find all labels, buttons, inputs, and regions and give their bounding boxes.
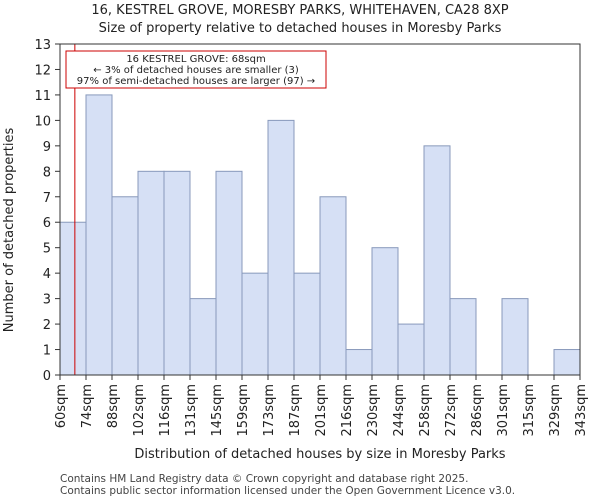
y-tick-label: 12 <box>34 63 51 78</box>
x-tick-label: 301sqm <box>496 384 511 437</box>
y-axis-label: Number of detached properties <box>2 128 17 333</box>
y-tick-label: 1 <box>43 344 51 359</box>
y-tick-label: 7 <box>43 191 51 206</box>
bars-group <box>59 94 581 376</box>
y-tick-label: 4 <box>43 267 51 282</box>
bar-230sqm <box>371 247 399 376</box>
annotation-line3: 97% of semi-detached houses are larger (… <box>77 76 315 87</box>
plot-frame <box>59 43 581 376</box>
bar-145sqm <box>215 170 243 376</box>
y-tick-label: 6 <box>43 216 51 231</box>
footer-line1: Contains HM Land Registry data © Crown c… <box>60 473 468 485</box>
footer-line2: Contains public sector information licen… <box>60 485 515 497</box>
x-tick-label: 244sqm <box>392 384 407 437</box>
bar-272sqm <box>449 298 477 376</box>
x-tick-label: 74sqm <box>80 384 95 428</box>
bar-201sqm <box>319 196 347 376</box>
x-tick-label: 329sqm <box>548 384 563 437</box>
annotation-line2: ← 3% of detached houses are smaller (3) <box>93 65 299 76</box>
x-tick-label: 60sqm <box>54 384 69 428</box>
x-tick-label: 272sqm <box>444 384 459 437</box>
x-tick-label: 116sqm <box>158 384 173 437</box>
bar-216sqm <box>345 349 373 376</box>
x-tick-label: 201sqm <box>314 384 329 437</box>
bar-258sqm <box>423 145 451 376</box>
x-tick-label: 88sqm <box>106 384 121 428</box>
x-axis-ticks: 60sqm 74sqm 88sqm 102sqm 116sqm 131sqm 145sqm 1… <box>54 375 589 437</box>
chart-title-line2: Size of property relative to detached ho… <box>99 21 502 36</box>
y-tick-label: 11 <box>34 89 51 104</box>
bar-88sqm <box>111 196 139 376</box>
bar-116sqm <box>163 170 191 376</box>
annotation-box <box>65 50 327 89</box>
x-tick-label: 102sqm <box>132 384 147 437</box>
x-tick-label: 173sqm <box>262 384 277 437</box>
y-tick-label: 13 <box>34 38 51 53</box>
bar-329sqm <box>553 349 581 376</box>
x-tick-label: 159sqm <box>236 384 251 437</box>
y-tick-label: 8 <box>43 165 51 180</box>
x-tick-label: 230sqm <box>366 384 381 437</box>
bar-301sqm <box>501 298 529 376</box>
bar-102sqm <box>137 170 165 376</box>
x-tick-label: 131sqm <box>184 384 199 437</box>
x-tick-label: 187sqm <box>288 384 303 437</box>
y-tick-label: 10 <box>34 114 51 129</box>
bar-74sqm <box>85 94 113 376</box>
annotation-line1: 16 KESTREL GROVE: 68sqm <box>126 54 265 65</box>
bar-159sqm <box>241 272 269 376</box>
bar-131sqm <box>189 298 217 376</box>
x-tick-label: 258sqm <box>418 384 433 437</box>
bar-60sqm <box>59 221 87 376</box>
bar-187sqm <box>293 272 321 376</box>
x-tick-label: 145sqm <box>210 384 225 437</box>
x-axis-label: Distribution of detached houses by size … <box>134 447 505 462</box>
x-tick-label: 286sqm <box>470 384 485 437</box>
y-tick-label: 9 <box>43 140 51 155</box>
bar-173sqm <box>267 119 295 376</box>
y-tick-label: 0 <box>43 369 51 384</box>
chart-title-line1: 16, KESTREL GROVE, MORESBY PARKS, WHITEH… <box>91 3 508 18</box>
y-tick-label: 5 <box>43 242 51 257</box>
y-tick-label: 2 <box>43 318 51 333</box>
bar-244sqm <box>397 323 425 376</box>
x-tick-label: 315sqm <box>522 384 537 437</box>
x-tick-label: 216sqm <box>340 384 355 437</box>
x-tick-label: 343sqm <box>574 384 589 437</box>
y-tick-label: 3 <box>43 293 51 308</box>
